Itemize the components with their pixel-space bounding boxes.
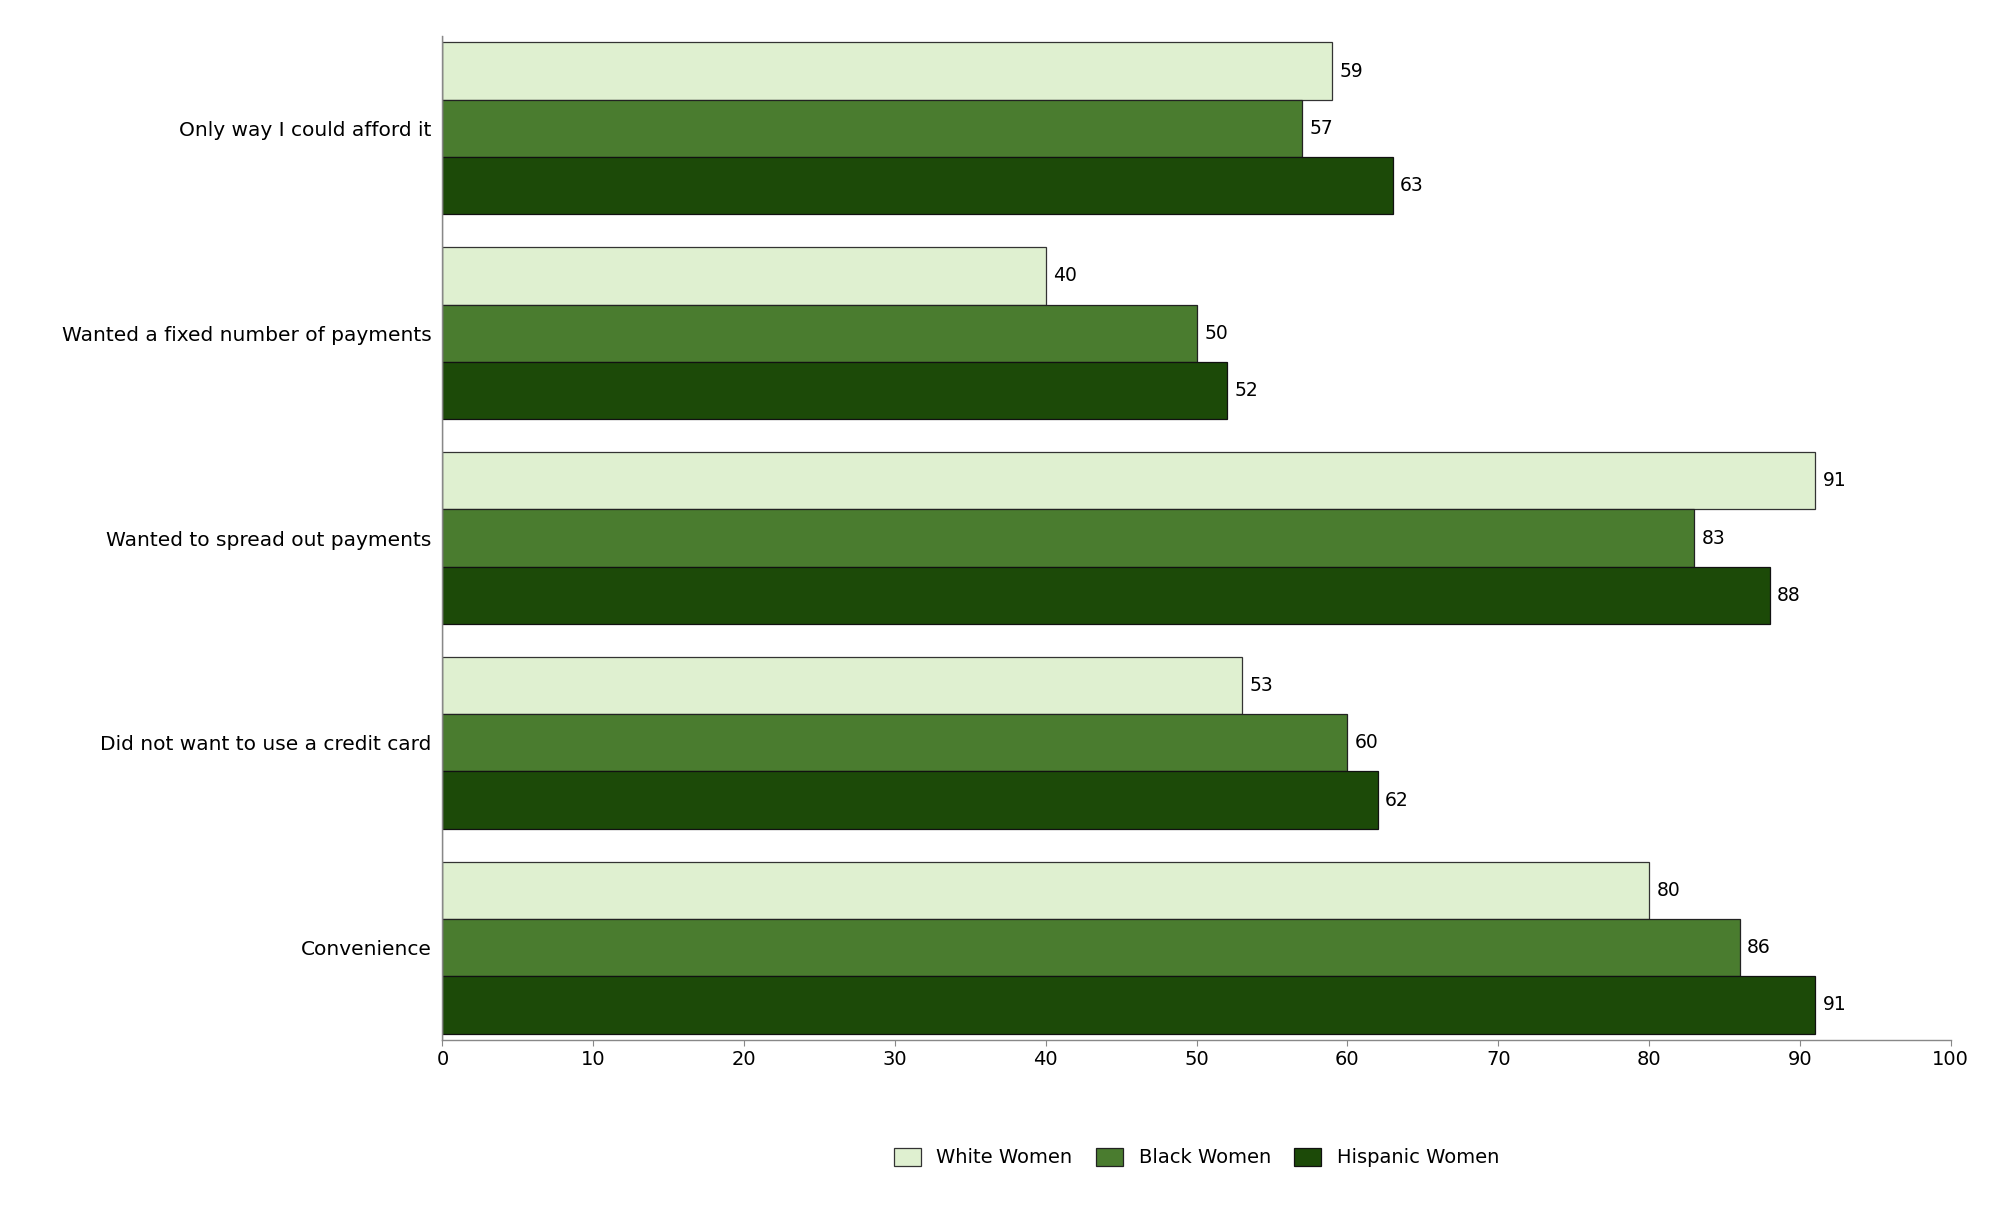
Bar xyxy=(442,305,1197,361)
Text: 91: 91 xyxy=(1822,472,1846,490)
Text: 80: 80 xyxy=(1657,880,1681,899)
Text: 57: 57 xyxy=(1309,118,1333,138)
Text: 62: 62 xyxy=(1386,791,1410,810)
Text: 50: 50 xyxy=(1205,324,1229,342)
Text: 40: 40 xyxy=(1054,266,1078,285)
Text: 52: 52 xyxy=(1235,381,1259,400)
Bar xyxy=(442,771,1378,829)
Bar xyxy=(442,452,1814,509)
Text: 83: 83 xyxy=(1701,528,1725,548)
Bar xyxy=(442,42,1331,100)
Bar xyxy=(442,862,1649,919)
Bar xyxy=(442,567,1770,624)
Bar xyxy=(442,361,1227,420)
Legend: White Women, Black Women, Hispanic Women: White Women, Black Women, Hispanic Women xyxy=(887,1140,1506,1175)
Bar xyxy=(442,509,1693,567)
Bar xyxy=(442,100,1303,157)
Bar xyxy=(442,919,1740,976)
Text: 63: 63 xyxy=(1400,177,1424,196)
Bar xyxy=(442,247,1046,305)
Text: 88: 88 xyxy=(1778,586,1802,604)
Bar xyxy=(442,976,1814,1034)
Bar xyxy=(442,656,1241,715)
Text: 86: 86 xyxy=(1748,938,1772,958)
Text: 91: 91 xyxy=(1822,995,1846,1014)
Text: 59: 59 xyxy=(1339,62,1363,81)
Bar xyxy=(442,157,1392,214)
Bar xyxy=(442,715,1347,771)
Text: 60: 60 xyxy=(1355,734,1380,752)
Text: 53: 53 xyxy=(1249,676,1273,695)
